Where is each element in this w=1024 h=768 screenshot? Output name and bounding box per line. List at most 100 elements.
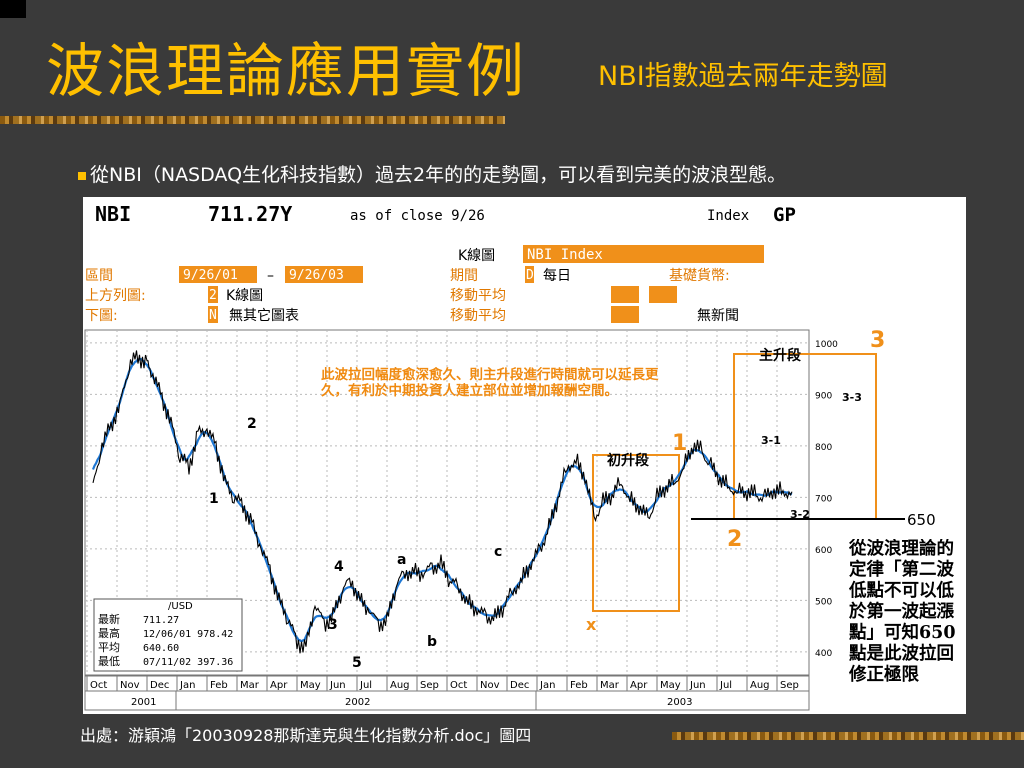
slide-title: 波浪理論應用實例 bbox=[46, 37, 527, 105]
wave-c-label: c bbox=[494, 544, 502, 560]
range-dash: – bbox=[267, 268, 274, 284]
stats-unit: /USD bbox=[168, 601, 193, 612]
base-currency-label: 基礎貨幣: bbox=[669, 267, 730, 284]
month-labels: Oct Nov Dec Jan Feb Mar Apr May Jun Jul Aug Sep Oct N… bbox=[86, 676, 799, 691]
symbol-text: NBI bbox=[95, 202, 131, 226]
index-label: Index bbox=[707, 208, 749, 224]
month-label: Mar bbox=[600, 680, 620, 691]
month-label: Dec bbox=[150, 680, 169, 691]
y-tick-label: 1000 bbox=[815, 340, 838, 350]
y-ticks: 400 500 600 700 800 900 1000 bbox=[815, 340, 838, 659]
range-from-text: 9/26/01 bbox=[183, 268, 238, 283]
range-label: 區間 bbox=[85, 268, 113, 284]
month-label: Mar bbox=[240, 680, 260, 691]
price-text: 711.27Y bbox=[208, 202, 292, 226]
upper-chart-label: 上方列圖: bbox=[85, 288, 146, 304]
decorative-band-top bbox=[0, 116, 505, 124]
lower-value-text: 無其它圖表 bbox=[229, 307, 299, 324]
ma1-field-a[interactable] bbox=[611, 286, 639, 303]
index-name-text: NBI Index bbox=[527, 247, 603, 263]
ma1-field-b[interactable] bbox=[649, 286, 677, 303]
decorative-band-bottom bbox=[672, 732, 1024, 740]
range-to-text: 9/26/03 bbox=[289, 268, 344, 283]
upper-code-field[interactable] bbox=[208, 286, 218, 303]
stats-value-low: 07/11/02 397.36 bbox=[143, 657, 233, 668]
year-label: 2001 bbox=[131, 697, 156, 708]
lower-code-text: N bbox=[209, 308, 217, 323]
moving-average-line bbox=[91, 357, 793, 643]
range-to-field[interactable] bbox=[285, 266, 363, 283]
bullet-square-icon bbox=[78, 171, 86, 180]
slide-subtitle: NBI指數過去兩年走勢圖 bbox=[598, 61, 888, 92]
corner-block bbox=[0, 0, 26, 18]
month-label: Apr bbox=[270, 680, 288, 691]
month-label: Oct bbox=[90, 680, 107, 691]
initial-rise-box bbox=[592, 454, 680, 612]
ma2-field-a[interactable] bbox=[611, 306, 639, 323]
stats-value-latest: 711.27 bbox=[143, 615, 179, 626]
y-tick-label: 500 bbox=[815, 597, 832, 607]
period-value-text: 每日 bbox=[543, 268, 571, 284]
initial-rise-label: 初升段 bbox=[607, 452, 649, 469]
period-label: 期間 bbox=[450, 268, 478, 284]
stats-label-average: 平均 bbox=[98, 641, 120, 654]
wave-a-label: a bbox=[397, 552, 406, 568]
price-line bbox=[92, 350, 793, 654]
month-label: Aug bbox=[750, 680, 770, 691]
month-label: Nov bbox=[480, 680, 500, 691]
month-label: May bbox=[660, 680, 681, 691]
range-from-field[interactable] bbox=[179, 266, 257, 283]
month-label: Jan bbox=[539, 680, 555, 691]
no-news-text: 無新聞 bbox=[697, 308, 739, 324]
note-top-box: 此波拉回幅度愈深愈久、則主升段進行時間就可以延長更久，有利於中期投資人建立部位並… bbox=[321, 367, 659, 399]
month-label: Jul bbox=[719, 680, 732, 691]
major-wave-3-label: 3 bbox=[870, 328, 885, 353]
support-650-label: 650 bbox=[907, 511, 936, 529]
gp-label: GP bbox=[773, 204, 796, 226]
wave-3-1-label: 3-1 bbox=[761, 434, 781, 447]
stats-value-high: 12/06/01 978.42 bbox=[143, 629, 233, 640]
year-label: 2002 bbox=[345, 697, 370, 708]
upper-code-text: 2 bbox=[209, 288, 217, 303]
stats-label-high: 最高 bbox=[98, 626, 120, 640]
y-tick-label: 700 bbox=[815, 494, 832, 504]
wave-b-label: b bbox=[427, 634, 437, 650]
ma-label-1: 移動平均 bbox=[450, 288, 506, 304]
wave-1-label: 1 bbox=[209, 491, 219, 507]
index-name-field[interactable] bbox=[523, 245, 764, 263]
source-text: 出處：游穎鴻「20030928那斯達克與生化指數分析.doc」圖四 bbox=[80, 726, 532, 745]
month-label: Sep bbox=[780, 680, 799, 691]
month-label: Apr bbox=[630, 680, 648, 691]
note-top-text: 此波拉回幅度愈深愈久、則主升段進行時間就可以延長更久，有利於中期投資人建立部位並… bbox=[321, 367, 659, 399]
chart-panel: NBI 711.27Y as of close 9/26 Index GP K線… bbox=[83, 197, 966, 714]
note-right-text: 從波浪理論的定律「第二波低點不可以低於第一波起漲點」可知650點是此波拉回修正極… bbox=[849, 539, 956, 685]
stats-value-average: 640.60 bbox=[143, 643, 179, 654]
month-label: Jul bbox=[359, 680, 372, 691]
ma-label-2: 移動平均 bbox=[450, 308, 506, 324]
k-chart-label: K線圖 bbox=[458, 248, 495, 264]
month-label: Feb bbox=[210, 680, 228, 691]
lower-chart-label: 下圖: bbox=[85, 308, 118, 324]
y-tick-label: 600 bbox=[815, 546, 832, 556]
wave-4-label: 4 bbox=[334, 559, 344, 575]
period-code-field[interactable] bbox=[525, 266, 534, 283]
month-label: Jan bbox=[179, 680, 195, 691]
stats-label-low: 最低 bbox=[98, 655, 120, 668]
major-wave-2-label: 2 bbox=[727, 527, 742, 552]
bullet-text: 從NBI（NASDAQ生化科技指數）過去2年的的走勢圖，可以看到完美的波浪型態。 bbox=[78, 160, 786, 187]
bullet-text-content: 從NBI（NASDAQ生化科技指數）過去2年的的走勢圖，可以看到完美的波浪型態。 bbox=[90, 164, 787, 186]
wave-3-2-label: 3-2 bbox=[790, 508, 810, 521]
year-label: 2003 bbox=[667, 697, 692, 708]
month-label: May bbox=[300, 680, 321, 691]
wave-3-label: 3 bbox=[328, 617, 338, 633]
major-wave-1-label: 1 bbox=[672, 431, 687, 456]
as-of-text: as of close 9/26 bbox=[350, 208, 485, 224]
annotations: 650 初升段 主升段 bbox=[592, 347, 936, 612]
wave-3-3-label: 3-3 bbox=[842, 391, 862, 404]
y-tick-label: 900 bbox=[815, 391, 832, 401]
upper-value-text: K線圖 bbox=[226, 288, 263, 304]
lower-code-field[interactable] bbox=[208, 306, 218, 323]
wave-5-label: 5 bbox=[352, 655, 362, 671]
note-right-box: 從波浪理論的定律「第二波低點不可以低於第一波起漲點」可知650點是此波拉回修正極… bbox=[849, 539, 956, 685]
chart-svg: NBI 711.27Y as of close 9/26 Index GP K線… bbox=[84, 202, 956, 711]
